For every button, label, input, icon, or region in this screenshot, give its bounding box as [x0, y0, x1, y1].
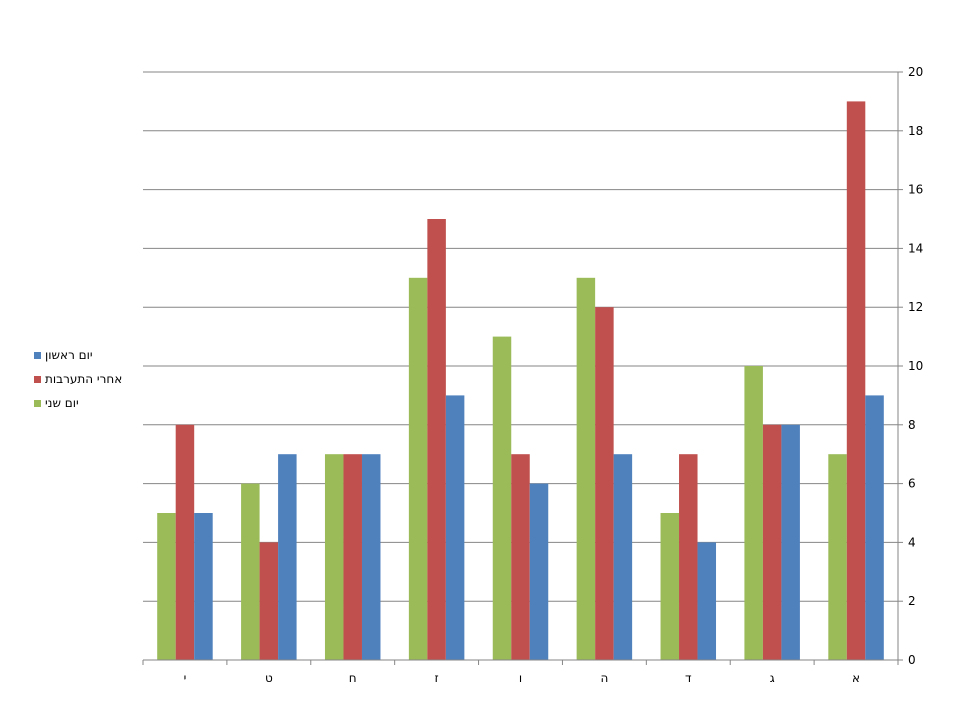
bar	[175, 424, 195, 660]
bar	[511, 454, 530, 660]
bar	[846, 101, 866, 660]
bar	[613, 454, 633, 660]
y-tick-label: 6	[908, 477, 916, 491]
bar	[595, 307, 614, 660]
bar	[427, 219, 446, 660]
y-tick-label: 0	[908, 653, 916, 667]
bar	[194, 513, 213, 660]
x-tick-label: ח	[349, 671, 357, 685]
legend-item: אחרי התערבות	[34, 367, 122, 391]
legend-label: יום ראשון	[45, 348, 93, 362]
x-tick-label: א	[852, 671, 860, 685]
bar	[157, 513, 176, 660]
x-tick-label: ד	[685, 671, 692, 685]
y-tick-label: 18	[908, 124, 923, 138]
x-tick-label: ג	[770, 671, 775, 685]
bar	[679, 454, 698, 660]
legend-label: יום שני	[45, 396, 79, 410]
bar	[343, 454, 362, 660]
x-tick-label: ו	[519, 671, 522, 685]
axes	[142, 71, 903, 665]
x-tick-label: ט	[265, 671, 273, 685]
bar	[576, 277, 596, 660]
bars	[157, 101, 884, 660]
y-tick-label: 4	[908, 535, 916, 549]
y-tick-label: 12	[908, 300, 923, 314]
bar	[660, 513, 680, 660]
y-tick-label: 16	[908, 183, 923, 197]
legend-item: יום שני	[34, 391, 122, 415]
legend-swatch	[34, 399, 41, 407]
bar	[324, 454, 344, 660]
bar	[744, 366, 763, 660]
y-tick-label: 20	[908, 65, 923, 79]
legend-label: אחרי התערבות	[45, 372, 123, 386]
bar	[259, 542, 279, 660]
y-tick-labels: 0 2 4 6 8 10 12 14 16 18 20	[908, 65, 923, 667]
y-tick-label: 14	[908, 241, 923, 255]
bar	[762, 424, 782, 660]
legend-item: יום ראשון	[34, 343, 122, 367]
bar	[828, 454, 847, 660]
legend: יום ראשון אחרי התערבות יום שני	[34, 343, 122, 415]
bar	[781, 424, 800, 660]
x-tick-label: י	[184, 671, 187, 685]
x-tick-label: ז	[435, 671, 439, 685]
bar	[697, 542, 717, 660]
bar	[529, 483, 549, 660]
y-tick-label: 10	[908, 359, 923, 373]
bar	[241, 483, 260, 660]
y-tick-label: 2	[908, 594, 916, 608]
bar	[361, 454, 381, 660]
bar	[278, 454, 297, 660]
x-tick-label: ה	[600, 671, 608, 685]
y-tick-label: 8	[908, 418, 916, 432]
legend-swatch	[34, 375, 41, 383]
bar	[445, 395, 465, 660]
legend-swatch	[34, 351, 41, 359]
bar	[865, 395, 884, 660]
bar	[408, 277, 428, 660]
bar	[492, 336, 512, 660]
